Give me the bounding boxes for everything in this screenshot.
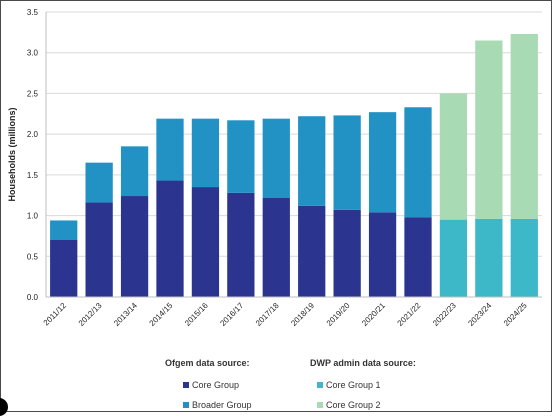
bar-core-group xyxy=(262,197,290,297)
bar-core-group-2 xyxy=(510,33,538,219)
legend-group-ofgem-title: Ofgem data source: xyxy=(165,358,250,368)
x-tick-label: 2016/17 xyxy=(218,301,245,328)
y-axis-title: Households (millions) xyxy=(7,107,17,201)
x-tick-label: 2013/14 xyxy=(112,301,139,328)
bar-core-group xyxy=(120,196,149,297)
bar-broader-group xyxy=(120,146,149,197)
bar-core-group-2 xyxy=(475,40,503,219)
x-tick-label: 2024/25 xyxy=(502,301,529,328)
y-tick-label: 1.0 xyxy=(27,212,39,221)
x-tick-label: 2011/12 xyxy=(42,301,69,328)
y-tick-label: 3.5 xyxy=(27,8,39,17)
bar-core-group xyxy=(368,212,397,297)
bar-broader-group xyxy=(85,162,113,203)
legend-swatch xyxy=(317,382,323,388)
bar-core-group-1 xyxy=(439,219,468,297)
x-tick-label: 2019/20 xyxy=(325,301,352,328)
bar-core-group xyxy=(156,180,184,297)
legend-item-core-group-2: Core Group 2 xyxy=(317,400,381,410)
legend-item-core-group: Core Group xyxy=(183,380,239,390)
legend-label: Core Group 1 xyxy=(326,380,381,390)
x-tick-label: 2018/19 xyxy=(289,301,316,328)
x-tick-label: 2023/24 xyxy=(466,301,493,328)
bar-core-group xyxy=(404,217,432,297)
bar-core-group xyxy=(191,187,220,297)
x-tick-label: 2021/22 xyxy=(396,301,423,328)
legend-label: Core Group xyxy=(192,380,240,390)
bar-broader-group xyxy=(156,118,184,181)
bar-broader-group xyxy=(50,220,78,240)
y-tick-label: 3.0 xyxy=(27,49,39,58)
bar-broader-group xyxy=(333,115,361,210)
bar-broader-group xyxy=(298,116,326,206)
bar-core-group-2 xyxy=(439,93,468,220)
x-tick-label: 2017/18 xyxy=(254,301,281,328)
legend-swatch xyxy=(317,402,323,408)
x-tick-label: 2020/21 xyxy=(360,301,387,328)
legend-label: Broader Group xyxy=(192,400,252,410)
x-tick-label: 2015/16 xyxy=(183,301,210,328)
bar-broader-group xyxy=(227,120,255,193)
y-tick-label: 2.0 xyxy=(27,130,39,139)
bar-core-group-1 xyxy=(510,218,538,297)
y-tick-label: 1.5 xyxy=(27,171,39,180)
bar-core-group-1 xyxy=(475,218,503,297)
y-tick-label: 0.5 xyxy=(27,252,39,261)
bar-core-group xyxy=(227,192,255,297)
y-tick-label: 2.5 xyxy=(27,89,39,98)
corner-mark xyxy=(0,398,8,416)
legend-item-core-group-1: Core Group 1 xyxy=(317,380,381,390)
legend-item-broader-group: Broader Group xyxy=(183,400,252,410)
bar-core-group xyxy=(298,205,326,297)
legend-label: Core Group 2 xyxy=(326,400,381,410)
bar-core-group xyxy=(85,202,113,297)
x-tick-label: 2014/15 xyxy=(148,301,175,328)
legend-swatch xyxy=(183,402,189,408)
legend-swatch xyxy=(183,382,189,388)
bar-broader-group xyxy=(262,118,290,198)
bar-broader-group xyxy=(404,107,432,218)
bar-core-group xyxy=(333,209,361,297)
x-tick-label: 2012/13 xyxy=(77,301,104,328)
y-tick-label: 0.0 xyxy=(27,293,39,302)
legend-group-dwp-title: DWP admin data source: xyxy=(310,358,416,368)
bar-broader-group xyxy=(368,112,397,213)
bar-core-group xyxy=(50,240,78,297)
bar-broader-group xyxy=(191,118,220,188)
x-tick-label: 2022/23 xyxy=(431,301,458,328)
